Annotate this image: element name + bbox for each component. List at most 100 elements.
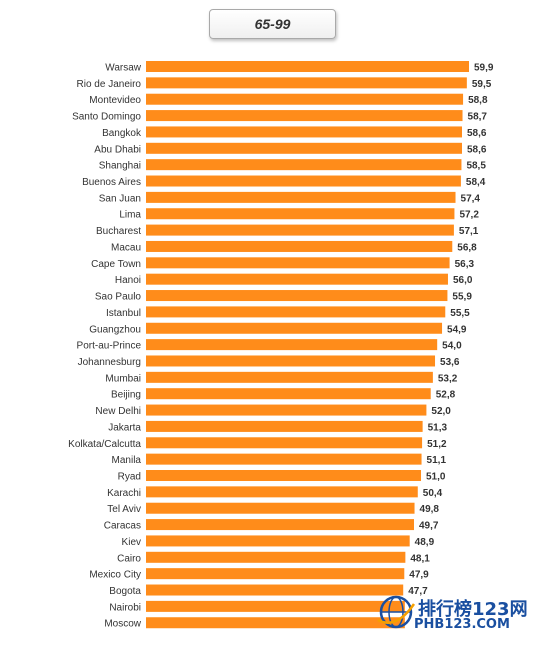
value-label: 49,8 xyxy=(420,504,440,515)
value-label: 56,3 xyxy=(455,259,475,270)
bar xyxy=(146,126,462,138)
category-label: Port-au-Prince xyxy=(77,341,142,352)
chart-title: 65-99 xyxy=(209,9,336,39)
category-label: San Juan xyxy=(99,193,141,204)
value-label: 55,5 xyxy=(450,308,470,319)
bar xyxy=(146,290,448,302)
category-label: Hanoi xyxy=(115,275,141,286)
value-label: 52,8 xyxy=(436,390,456,401)
value-label: 55,9 xyxy=(452,292,472,303)
bar xyxy=(146,273,448,285)
value-label: 58,7 xyxy=(468,112,488,123)
value-label: 59,5 xyxy=(472,79,492,90)
category-label: Sao Paulo xyxy=(95,292,142,303)
category-label: New Delhi xyxy=(95,406,141,417)
bar xyxy=(146,159,462,171)
value-label: 58,8 xyxy=(468,95,488,106)
bar xyxy=(146,470,422,481)
bar xyxy=(146,388,431,400)
value-label: 52,0 xyxy=(431,406,451,417)
value-label: 58,6 xyxy=(467,128,487,139)
value-label: 58,4 xyxy=(466,177,486,188)
bar xyxy=(146,224,454,236)
category-label: Cape Town xyxy=(91,259,141,270)
value-label: 56,8 xyxy=(457,242,477,253)
category-label: Macau xyxy=(111,242,141,253)
value-label: 58,5 xyxy=(466,161,486,172)
bars-group: Warsaw 59,9 Rio de Janeiro 59,5 Montevideo 58… xyxy=(68,61,494,630)
bar xyxy=(146,240,453,252)
bar xyxy=(146,93,464,105)
value-label: 51,3 xyxy=(428,422,448,433)
bar xyxy=(146,306,446,318)
bar xyxy=(146,77,467,89)
value-label: 48,9 xyxy=(415,537,435,548)
category-label: Karachi xyxy=(107,488,141,499)
category-label: Bangkok xyxy=(102,128,142,139)
category-label: Santo Domingo xyxy=(72,112,141,123)
bar xyxy=(146,600,405,612)
category-label: Shanghai xyxy=(99,161,141,172)
bar xyxy=(146,437,423,449)
bar xyxy=(146,355,436,367)
bar xyxy=(146,502,415,514)
value-label: 53,6 xyxy=(440,357,460,368)
bar xyxy=(146,339,438,351)
value-label: 51,2 xyxy=(427,439,447,450)
bar xyxy=(146,584,404,596)
bar xyxy=(146,142,462,154)
bar xyxy=(146,191,456,203)
value-label: 51,1 xyxy=(427,455,447,466)
value-label: 48,1 xyxy=(410,553,430,564)
value-label: 49,7 xyxy=(419,521,439,532)
bar xyxy=(146,617,405,629)
value-label: 57,4 xyxy=(461,193,481,204)
bar xyxy=(146,175,461,187)
value-label: 56,0 xyxy=(453,275,473,286)
value-label: 57,2 xyxy=(459,210,479,221)
value-label: 58,6 xyxy=(467,144,487,155)
category-label: Kiev xyxy=(122,537,141,548)
category-label: Istanbul xyxy=(106,308,141,319)
bar xyxy=(146,404,427,416)
category-label: Mumbai xyxy=(105,373,141,384)
bar xyxy=(146,208,455,220)
category-label: Caracas xyxy=(104,521,141,532)
category-label: Ryad xyxy=(118,472,141,483)
bar xyxy=(146,420,423,432)
bar xyxy=(146,535,410,547)
category-label: Nairobi xyxy=(109,602,141,613)
bar xyxy=(146,453,422,465)
value-label: 47,7 xyxy=(408,586,428,597)
category-label: Beijing xyxy=(111,390,141,401)
category-label: Guangzhou xyxy=(89,324,141,335)
bar xyxy=(146,61,469,72)
category-label: Abu Dhabi xyxy=(94,144,141,155)
value-label: 54,0 xyxy=(442,341,462,352)
category-label: Rio de Janeiro xyxy=(77,79,142,90)
bar xyxy=(146,110,463,122)
bar xyxy=(146,322,443,334)
bar xyxy=(146,568,405,580)
category-label: Moscow xyxy=(104,619,141,630)
category-label: Bogota xyxy=(109,586,141,597)
value-label: 53,2 xyxy=(438,373,458,384)
value-label: 51,0 xyxy=(426,472,446,483)
value-label: 57,1 xyxy=(459,226,479,237)
value-label: 47,9 xyxy=(409,570,429,581)
bar xyxy=(146,257,450,269)
category-label: Johannesburg xyxy=(78,357,141,368)
bar xyxy=(146,551,406,563)
category-label: Jakarta xyxy=(108,422,141,433)
value-label: 59,9 xyxy=(474,63,494,74)
category-label: Bucharest xyxy=(96,226,141,237)
category-label: Kolkata/Calcutta xyxy=(68,439,141,450)
category-label: Lima xyxy=(119,210,141,221)
bar xyxy=(146,486,418,498)
category-label: Montevideo xyxy=(89,95,141,106)
category-label: Buenos Aires xyxy=(82,177,141,188)
bar xyxy=(146,519,414,531)
category-label: Warsaw xyxy=(105,63,142,74)
value-label: 50,4 xyxy=(423,488,443,499)
